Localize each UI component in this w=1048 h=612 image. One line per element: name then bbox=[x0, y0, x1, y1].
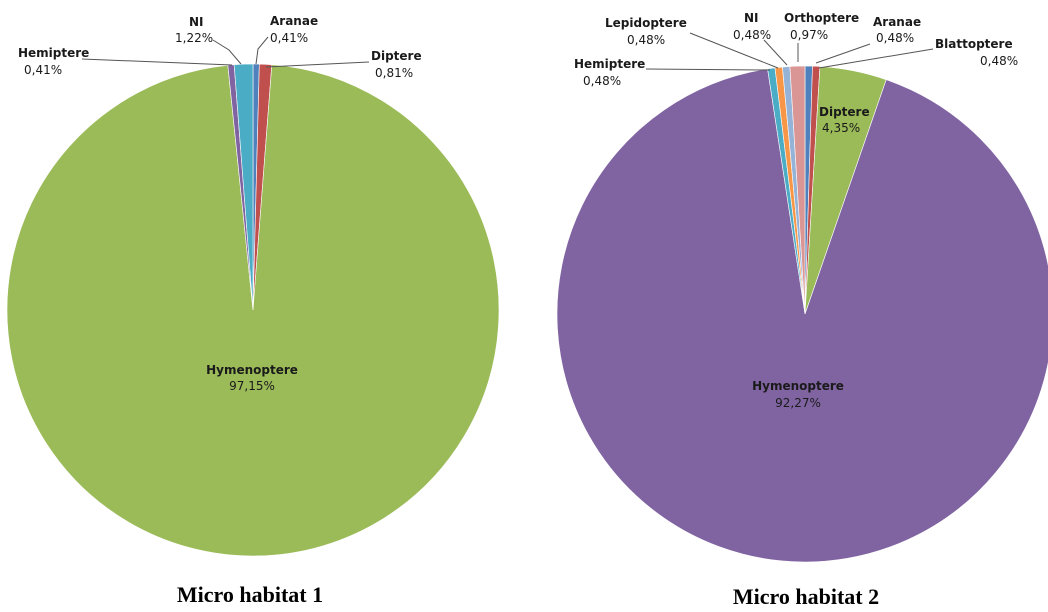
pie-2-label-name-aranae: Aranae bbox=[873, 15, 921, 29]
pie-1-leader-ni bbox=[212, 39, 242, 65]
pie-2-label-name-hymenoptere: Hymenoptere bbox=[752, 379, 844, 393]
pie-1-label-name-ni: NI bbox=[189, 15, 204, 29]
pie-1-slice-hymenoptere bbox=[6, 64, 500, 557]
pie-1-leader-hemiptere bbox=[81, 58, 233, 66]
pie-1-leader-diptere bbox=[265, 61, 370, 68]
pie-2-slice-orthoptere bbox=[789, 65, 806, 315]
pie-2-slice-hymenoptere bbox=[556, 68, 1048, 563]
pie-2-label-name-blattoptere: Blattoptere bbox=[935, 37, 1013, 51]
pie-2-label-value-hymenoptere: 92,27% bbox=[775, 396, 821, 410]
pie-2-label-name-orthoptere: Orthoptere bbox=[784, 11, 859, 25]
pie-2-leader-ni bbox=[763, 39, 788, 66]
pie-2-label-name-hemiptere: Hemiptere bbox=[574, 57, 645, 71]
pie-2-label-name-ni: NI bbox=[744, 11, 759, 25]
pie-1-label-name-aranae: Aranae bbox=[270, 14, 318, 28]
leader-lines bbox=[81, 32, 934, 71]
chart-2-title: Micro habitat 2 bbox=[733, 584, 879, 609]
pie-1-label-value-hymenoptere: 97,15% bbox=[229, 379, 275, 393]
pie-2-leader-blattoptere bbox=[818, 48, 934, 69]
pie-2-label-value-blattoptere: 0,48% bbox=[980, 54, 1018, 68]
pie-2-leader-lepidoptere bbox=[689, 32, 779, 69]
pie-2-label-value-hemiptere: 0,48% bbox=[583, 74, 621, 88]
pie-1-leader-aranae bbox=[255, 36, 269, 65]
pie-1-label-name-hemiptere: Hemiptere bbox=[18, 46, 89, 60]
pie-2-label-value-aranae: 0,48% bbox=[876, 31, 914, 45]
pie-2-label-name-diptere: Diptere bbox=[819, 105, 870, 119]
pie-2-label-value-lepidoptere: 0,48% bbox=[627, 33, 665, 47]
pie-2-leader-aranae bbox=[815, 43, 871, 64]
pie-2-label-value-orthoptere: 0,97% bbox=[790, 28, 828, 42]
pie-2-slices bbox=[556, 65, 1048, 563]
pie-1-label-value-hemiptere: 0,41% bbox=[24, 63, 62, 77]
pie-1-label-value-diptere: 0,81% bbox=[375, 66, 413, 80]
pie-1-slice-ni bbox=[233, 63, 254, 311]
pie-2-label-name-lepidoptere: Lepidoptere bbox=[605, 16, 687, 30]
pie-1-slices bbox=[6, 63, 500, 557]
pie-2-label-value-diptere: 4,35% bbox=[822, 121, 860, 135]
pie-2-leader-hemiptere bbox=[645, 68, 771, 71]
pie-1-label-value-aranae: 0,41% bbox=[270, 31, 308, 45]
pie-1-label-name-hymenoptere: Hymenoptere bbox=[206, 363, 298, 377]
slice-labels: Aranae 0,41% Diptere 0,81% Hymenoptere 97,15%… bbox=[18, 11, 1018, 410]
pie-1-label-value-ni: 1,22% bbox=[175, 31, 213, 45]
chart-1-title: Micro habitat 1 bbox=[177, 582, 323, 607]
pie-1-label-name-diptere: Diptere bbox=[371, 49, 422, 63]
pie-2-label-value-ni: 0,48% bbox=[733, 28, 771, 42]
